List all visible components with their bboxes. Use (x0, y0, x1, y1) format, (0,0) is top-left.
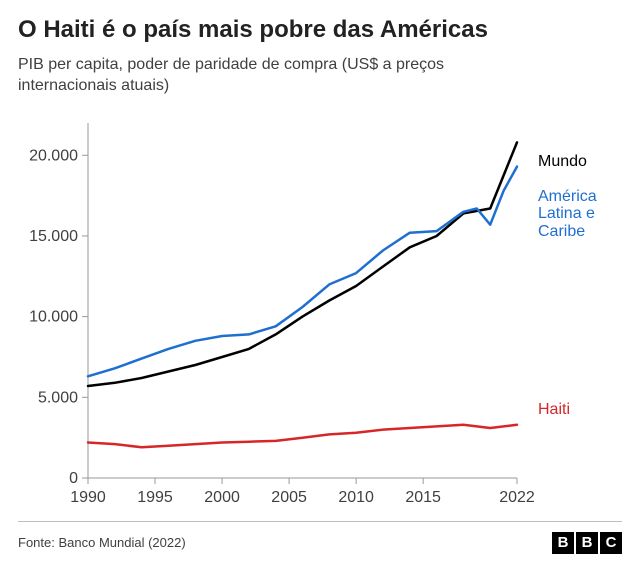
series-alc (88, 166, 517, 376)
line-chart-svg: 0 5.000 10.000 15.000 20.000 1990 1995 2000 2005… (18, 103, 622, 513)
series-haiti (88, 425, 517, 448)
y-tick-label: 0 (69, 470, 78, 487)
bbc-logo: B B C (552, 532, 622, 554)
bbc-block-1: B (552, 532, 574, 554)
x-tick-label: 2000 (204, 489, 240, 506)
x-tick-label: 1990 (70, 489, 106, 506)
source-text: Fonte: Banco Mundial (2022) (18, 535, 186, 550)
chart-subtitle: PIB per capita, poder de paridade de com… (18, 54, 518, 97)
chart-title: O Haiti é o país mais pobre das Américas (18, 16, 622, 44)
bbc-block-2: B (576, 532, 598, 554)
x-tick-label: 2005 (271, 489, 307, 506)
y-tick-label: 15.000 (29, 228, 78, 245)
chart-area: 0 5.000 10.000 15.000 20.000 1990 1995 2000 2005… (18, 103, 622, 513)
y-tick-label: 10.000 (29, 308, 78, 325)
chart-footer: Fonte: Banco Mundial (2022) B B C (18, 521, 622, 554)
series-label-mundo: Mundo (538, 153, 587, 171)
x-tick-label: 2010 (338, 489, 374, 506)
x-tick-label: 2022 (499, 489, 535, 506)
x-tick-label: 2015 (405, 489, 441, 506)
y-tick-label: 20.000 (29, 147, 78, 164)
series-label-haiti: Haiti (538, 401, 570, 419)
series-label-alc: América Latina e Caribe (538, 188, 628, 241)
bbc-block-3: C (600, 532, 622, 554)
series-mundo (88, 142, 517, 386)
y-tick-label: 5.000 (38, 389, 78, 406)
x-tick-label: 1995 (137, 489, 173, 506)
